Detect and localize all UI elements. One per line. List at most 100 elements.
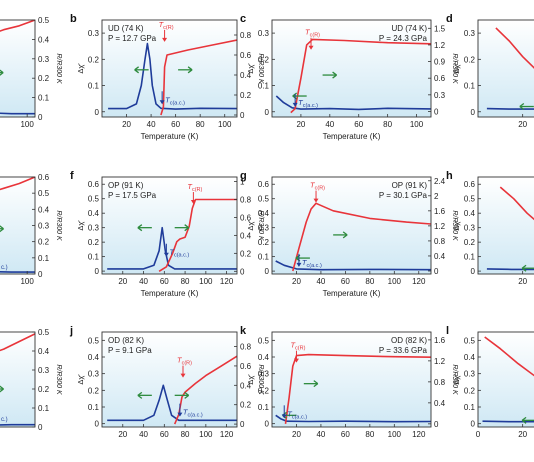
xtick-label: 60 [341, 430, 350, 439]
ytick-left-label: 0.4 [88, 353, 100, 362]
plot-frame [477, 176, 534, 275]
xtick-label: 0 [476, 430, 481, 439]
ytick-left-label: 0.3 [258, 29, 270, 38]
tc-r-arrowhead [162, 37, 168, 42]
ytick-right-label: 0 [240, 267, 245, 276]
plot-background [102, 20, 237, 117]
plot-area [107, 192, 237, 272]
ytick-right-label: 0.3 [38, 366, 50, 375]
ytick-left-label: 0.3 [258, 224, 270, 233]
ytick-right-label: 0.2 [240, 91, 252, 100]
ytick-left-label: 0.1 [88, 403, 100, 412]
ytick-right-label: 1.2 [434, 357, 446, 366]
plot-background [102, 177, 237, 274]
ytick-left-label: 0.3 [464, 370, 476, 379]
xtick-label: 80 [383, 120, 392, 129]
tc-ac-label: Tc(a.c.) [169, 248, 189, 259]
series-ac-susceptibility [107, 226, 237, 270]
tc-ac-arrowhead [296, 262, 302, 267]
tc-r-arrowhead [313, 198, 319, 203]
ytick-left-label: 0.3 [464, 224, 476, 233]
panel-c: Tc(R) Tc(a.c.) 0 0.1 0.2 0.3 Δχ′ 0 0.3 0.6 0.9 1.2 1… [240, 13, 458, 141]
ytick-right-label: 0.3 [38, 222, 50, 231]
ytick-right-label: 0.1 [38, 254, 50, 263]
ytick-left-label: 0.6 [88, 180, 100, 189]
series-resistance [284, 353, 431, 425]
series-resistance [499, 186, 534, 221]
ytick-right-label: 0 [434, 267, 439, 276]
xlabel: Temperature (K) [141, 132, 199, 141]
xtick-label: 60 [160, 277, 169, 286]
panel-l: 0 0.1 0.2 0.3 0.4 0.5 Δχ′ 0 20 l [446, 325, 534, 439]
series-resistance [158, 198, 237, 272]
xtick-label: 100 [20, 120, 34, 129]
ytick-right-label: 0.4 [240, 231, 252, 240]
tc-r-arrowhead [293, 358, 299, 363]
arrow-head-left [137, 224, 143, 232]
panel-info-0: UD (74 K) [391, 24, 427, 33]
xtick-label: 40 [147, 120, 156, 129]
ytick-left-label: 0.2 [88, 386, 100, 395]
ytick-right-label: 0.2 [240, 249, 252, 258]
ytick-right-label: 0.2 [38, 238, 50, 247]
panel-info-1: P = 12.7 GPa [108, 34, 157, 43]
ytick-right-label: 0.5 [38, 189, 50, 198]
xtick-label: 20 [518, 277, 527, 286]
panel-k: Tc(R) Tc(a.c.) 0 0.1 0.2 0.3 0.4 0.5 Δχ′ 0 0.4 0.8 1… [240, 325, 458, 439]
ytick-left-label: 0 [95, 420, 100, 429]
panel-info-0: UD (74 K) [108, 24, 144, 33]
ytick-left-label: 0.5 [88, 336, 100, 345]
ytick-right-label: 0.6 [240, 51, 252, 60]
plot-background [478, 332, 534, 427]
series-resistance [0, 333, 35, 352]
tc-ac-arrowhead [159, 100, 165, 105]
ylabel-right: R/R300 K [257, 210, 264, 241]
ytick-right-label: 0.4 [240, 381, 252, 390]
ytick-right-label: 0.4 [38, 347, 50, 356]
ytick-right-label: 1.2 [434, 222, 446, 231]
arrow-head-left [134, 66, 140, 74]
ytick-right-label: 0.3 [434, 91, 446, 100]
ylabel-right: R/R300 K [55, 210, 62, 241]
plot-background [478, 177, 534, 274]
series-resistance [173, 355, 237, 425]
panel-letter: b [70, 13, 77, 25]
ytick-left-label: 0 [265, 420, 270, 429]
tc-r-label: Tc(R) [187, 182, 202, 193]
tc-ac-arrowhead [177, 412, 183, 417]
ytick-left-label: 0.2 [88, 238, 100, 247]
ytick-left-label: 0 [95, 108, 100, 117]
xtick-label: 80 [196, 120, 205, 129]
series-ac-susceptibility [0, 112, 35, 115]
xtick-label: 40 [316, 277, 325, 286]
ytick-right-label: 0.1 [38, 404, 50, 413]
ylabel-right: R/R300 K [55, 364, 62, 395]
xlabel: Temperature (K) [323, 132, 381, 141]
xtick-label: 80 [365, 430, 374, 439]
ylabel-left: Δχ′ [246, 63, 255, 74]
ytick-right-label: 0 [240, 420, 245, 429]
xtick-label: 40 [325, 120, 334, 129]
ytick-left-label: 0.2 [464, 238, 476, 247]
ytick-left-label: 0.4 [258, 353, 270, 362]
ytick-left-label: 0.4 [258, 209, 270, 218]
xlabel: Temperature (K) [141, 289, 199, 298]
panel-partial-4: c.) 0 0.1 0.2 0.3 0.4 0.5 0.6 R/R300 K 100 [0, 173, 62, 286]
ytick-left-label: 0 [471, 420, 476, 429]
ytick-left-label: 0.3 [258, 370, 270, 379]
ytick-left-label: 0.4 [464, 209, 476, 218]
xtick-label: 60 [341, 277, 350, 286]
plot-background [102, 332, 237, 427]
tc-ac-arrowhead [281, 414, 287, 419]
plot-area [275, 37, 431, 114]
panel-info-0: OD (82 K) [108, 336, 144, 345]
panel-info-0: OP (91 K) [392, 181, 428, 190]
panel-partial-8: c.) 0 0.1 0.2 0.3 0.4 0.5 R/R300 K [0, 328, 62, 432]
xlabel: Temperature (K) [323, 289, 381, 298]
ytick-left-label: 0.3 [88, 224, 100, 233]
ytick-right-label: 0.1 [38, 94, 50, 103]
ytick-right-label: 0.4 [240, 71, 252, 80]
ytick-right-label: 0.8 [240, 31, 252, 40]
ytick-right-label: 0.6 [240, 362, 252, 371]
ylabel-left: Δχ′ [76, 374, 85, 385]
